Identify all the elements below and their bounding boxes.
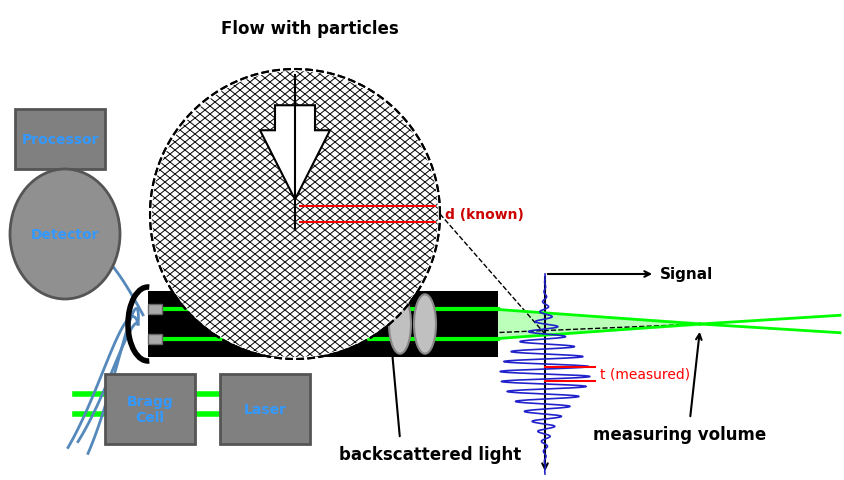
Text: Time: Time [550,479,592,480]
Text: Detector: Detector [30,228,100,241]
Text: t (measured): t (measured) [600,367,690,381]
Text: Flow with particles: Flow with particles [221,20,399,38]
Bar [148,305,162,315]
Circle shape [151,71,439,358]
Ellipse shape [389,295,411,354]
Text: Laser: Laser [244,402,286,416]
FancyBboxPatch shape [15,110,105,169]
Polygon shape [498,310,700,339]
Ellipse shape [414,295,436,354]
Text: d (known): d (known) [445,207,524,222]
Bar [148,291,498,357]
Text: backscattered light: backscattered light [339,445,521,463]
Bar [148,334,162,344]
Text: Bragg
Cell: Bragg Cell [127,394,173,424]
Text: measuring volume: measuring volume [593,425,766,443]
Text: Processor: Processor [21,133,99,147]
Text: Signal: Signal [660,267,713,282]
FancyBboxPatch shape [105,374,195,444]
Polygon shape [260,106,330,200]
FancyBboxPatch shape [220,374,310,444]
Ellipse shape [10,169,120,300]
